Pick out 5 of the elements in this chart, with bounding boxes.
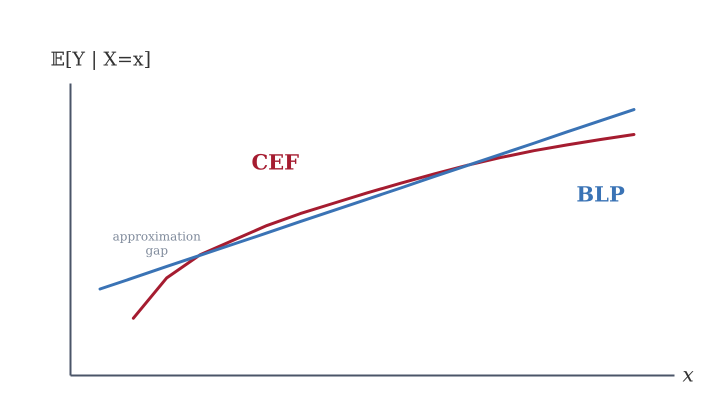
y-axis-title: 𝔼[Y | X=x] bbox=[50, 48, 151, 70]
annotation: approximation gap bbox=[112, 229, 202, 258]
x-axis-title: x bbox=[682, 362, 694, 386]
series-label: CEF bbox=[251, 150, 300, 175]
text: BLP bbox=[576, 182, 625, 207]
